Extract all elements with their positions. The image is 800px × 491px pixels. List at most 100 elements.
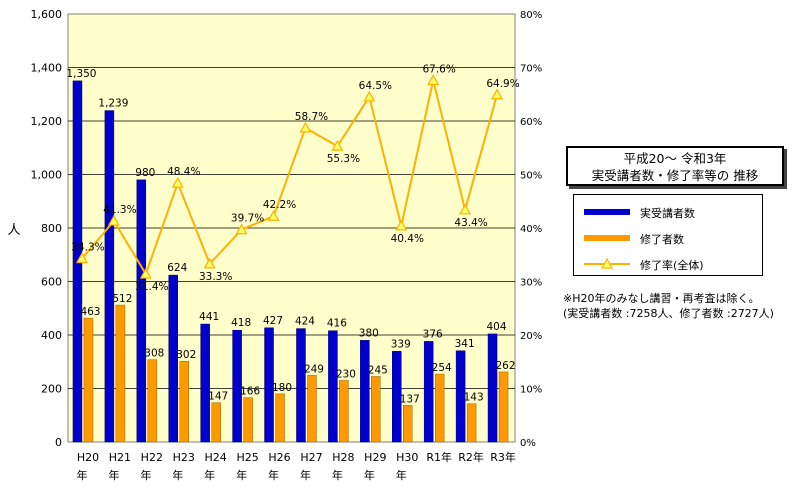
bar-label-participants: 980 <box>135 167 155 179</box>
bar-completers <box>466 403 477 443</box>
bar-label-completers: 463 <box>80 306 100 318</box>
legend-label-completion-rate: 修了率(全体) <box>640 259 704 272</box>
x-tick-label: H21 <box>109 451 131 464</box>
bar-label-participants: 380 <box>359 327 379 339</box>
bar-participants <box>487 333 498 443</box>
bar-participants <box>392 351 402 443</box>
x-tick-label: H24 <box>205 451 227 464</box>
bar-participants <box>168 274 178 443</box>
y-tick-label: 1,400 <box>31 62 63 75</box>
y2-tick-label: 30% <box>520 278 542 289</box>
line-completion-rate <box>81 80 498 277</box>
bar-completers <box>179 360 189 443</box>
x-tick-label: R2年 <box>458 450 484 464</box>
bar-label-completers: 143 <box>464 392 484 404</box>
bar-label-participants: 1,350 <box>66 68 96 80</box>
bar-label-completers: 262 <box>496 360 516 372</box>
bar-participants <box>136 179 147 443</box>
point-completion-rate <box>395 219 408 231</box>
line-label-completion-rate: 67.6% <box>422 63 455 75</box>
chart-title-line2: 実受講者数・修了率等の 推移 <box>591 168 759 183</box>
legend-label-participants: 実受講者数 <box>640 207 695 220</box>
bar-completers <box>434 373 445 443</box>
bar-completers <box>211 402 221 443</box>
legend-item-participants: 実受講者数 <box>574 205 762 220</box>
bar-label-completers: 512 <box>112 293 132 305</box>
x-tick-label: H26 <box>268 451 290 464</box>
y-tick-label: 400 <box>41 329 62 342</box>
x-tick-suffix: 年 <box>204 468 215 482</box>
x-tick-suffix: 年 <box>300 468 311 482</box>
bar-completers <box>371 376 381 443</box>
y-tick-label: 200 <box>41 383 62 396</box>
point-completion-rate <box>331 139 344 151</box>
line-label-completion-rate: 39.7% <box>231 213 264 225</box>
legend-label-completers: 修了者数 <box>640 233 684 246</box>
footnote: ※H20年のみなし講習・再考査は除く。 (実受講者数 :7258人、修了者数 :… <box>563 291 774 321</box>
point-completion-rate <box>299 121 312 133</box>
bar-label-participants: 441 <box>199 311 219 323</box>
legend: 実受講者数 修了者数 修了率(全体) <box>573 194 763 276</box>
bar-label-participants: 427 <box>263 315 283 327</box>
x-tick-label: R3年 <box>490 450 516 464</box>
y-tick-label: 1,200 <box>31 115 63 128</box>
point-completion-rate <box>171 176 184 188</box>
bar-completers <box>83 317 94 443</box>
bar-label-participants: 376 <box>423 328 443 340</box>
point-completion-rate <box>427 74 440 85</box>
bar-label-participants: 624 <box>167 262 187 274</box>
line-label-completion-rate: 31.4% <box>135 281 168 293</box>
bar-participants <box>360 340 370 443</box>
y-tick-label: 0 <box>55 436 62 449</box>
bar-label-completers: 254 <box>432 362 452 374</box>
y-tick-label: 600 <box>41 276 62 289</box>
x-tick-suffix: 年 <box>140 468 151 482</box>
x-tick-suffix: 年 <box>172 468 183 482</box>
point-completion-rate <box>107 214 120 226</box>
bar-participants <box>200 323 210 443</box>
y-tick-label: 1,000 <box>31 169 63 182</box>
bar-completers <box>147 359 158 443</box>
line-label-completion-rate: 55.3% <box>327 153 360 165</box>
point-completion-rate <box>363 90 376 102</box>
bar-completers <box>339 380 349 443</box>
bar-label-participants: 1,239 <box>98 98 128 110</box>
bar-completers <box>275 393 285 443</box>
x-tick-label: H27 <box>300 451 322 464</box>
y2-tick-label: 50% <box>520 171 542 182</box>
bar-label-completers: 230 <box>336 368 356 380</box>
bar-label-completers: 166 <box>240 386 260 398</box>
legend-swatch-participants <box>584 209 630 215</box>
y2-tick-label: 40% <box>520 224 542 235</box>
bar-participants <box>232 329 242 443</box>
bar-label-completers: 180 <box>272 382 292 394</box>
bar-label-completers: 308 <box>144 348 164 360</box>
x-tick-suffix: 年 <box>108 468 119 482</box>
x-tick-label: H23 <box>173 451 195 464</box>
x-tick-suffix: 年 <box>236 468 247 482</box>
y2-tick-label: 70% <box>520 64 542 75</box>
y2-tick-label: 0% <box>520 438 536 449</box>
point-completion-rate <box>139 267 152 279</box>
y2-tick-label: 20% <box>520 331 542 342</box>
line-label-completion-rate: 64.9% <box>486 78 519 90</box>
bar-label-participants: 424 <box>295 316 315 328</box>
x-tick-label: H22 <box>141 451 163 464</box>
bar-label-participants: 418 <box>231 317 251 329</box>
x-tick-label: H25 <box>236 451 258 464</box>
bar-participants <box>104 110 115 443</box>
x-tick-suffix: 年 <box>268 468 279 482</box>
y2-tick-label: 80% <box>520 10 542 21</box>
line-label-completion-rate: 64.5% <box>359 80 392 92</box>
line-label-completion-rate: 42.2% <box>263 199 296 211</box>
y2-tick-label: 60% <box>520 117 542 128</box>
bar-label-participants: 416 <box>327 318 347 330</box>
line-label-completion-rate: 40.4% <box>391 233 424 245</box>
point-completion-rate <box>491 88 504 100</box>
bar-completers <box>115 304 126 443</box>
bar-label-completers: 137 <box>400 393 420 405</box>
bar-label-participants: 404 <box>487 321 507 333</box>
x-tick-label: H20 <box>77 451 99 464</box>
x-tick-label: H29 <box>364 451 386 464</box>
line-label-completion-rate: 43.4% <box>454 217 487 229</box>
